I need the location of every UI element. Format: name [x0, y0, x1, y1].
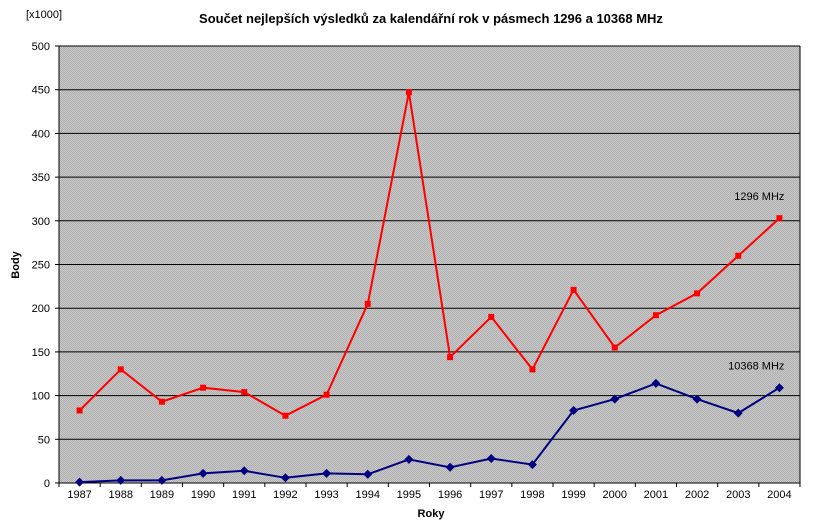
data-point	[652, 312, 659, 319]
data-point	[529, 366, 536, 373]
x-tick-label: 2002	[685, 489, 709, 501]
x-tick-label: 1990	[191, 489, 215, 501]
data-point	[158, 398, 165, 405]
data-point	[651, 378, 661, 388]
x-tick-label: 1993	[314, 489, 338, 501]
data-point	[282, 412, 289, 419]
data-point	[364, 300, 371, 307]
data-point	[75, 477, 85, 487]
y-tick-label: 150	[32, 347, 50, 359]
data-point	[116, 475, 126, 485]
x-tick-label: 1999	[561, 489, 585, 501]
series-label: 1296 MHz	[734, 191, 784, 203]
data-point	[117, 366, 124, 373]
series-label: 10368 MHz	[728, 361, 784, 373]
x-tick-label: 1994	[356, 489, 380, 501]
y-tick-label: 0	[44, 478, 50, 490]
data-point	[611, 344, 618, 351]
data-point	[241, 389, 248, 396]
y-tick-label: 400	[32, 128, 50, 140]
data-point	[404, 454, 414, 464]
data-point	[488, 313, 495, 320]
y-tick-label: 100	[32, 391, 50, 403]
x-tick-label: 1987	[67, 489, 91, 501]
data-point	[280, 473, 290, 483]
series-line	[78, 92, 781, 417]
data-point	[486, 454, 496, 464]
data-point	[200, 384, 207, 391]
data-point	[198, 468, 208, 478]
series-line	[79, 382, 780, 484]
y-axis-title: Body	[10, 250, 22, 278]
x-tick-label: 1995	[397, 489, 421, 501]
data-point	[694, 290, 701, 297]
data-point	[157, 475, 167, 485]
data-point	[776, 215, 783, 222]
series-labels: 1296 MHz 10368 MHz	[728, 191, 784, 373]
data-point	[774, 383, 784, 393]
x-axis-title: Roky	[418, 508, 446, 520]
x-tick-label: 2000	[603, 489, 627, 501]
data-point	[569, 405, 579, 415]
series	[75, 89, 784, 487]
data-point	[445, 462, 455, 472]
x-tick-label: 1989	[150, 489, 174, 501]
data-point	[527, 460, 537, 470]
data-point	[239, 466, 249, 476]
x-tick-label: 1988	[109, 489, 133, 501]
data-point	[76, 407, 83, 414]
y-tick-label: 450	[32, 85, 50, 97]
x-tick-label: 1992	[273, 489, 297, 501]
x-tick-label: 2004	[767, 489, 791, 501]
axes: 0 50 100 150 200 250 300 350 400 450 500 1987 1988 19…	[32, 41, 801, 501]
x-tick-label: 1991	[232, 489, 256, 501]
data-point	[363, 469, 373, 479]
y-tick-label: 350	[32, 172, 50, 184]
data-point	[405, 89, 412, 96]
x-tick-label: 1996	[438, 489, 462, 501]
data-point	[447, 354, 454, 361]
x-tick-label: 2001	[644, 489, 668, 501]
x-tick-label: 1998	[520, 489, 544, 501]
data-point	[322, 468, 332, 478]
series-1	[75, 378, 784, 487]
series-0	[76, 89, 783, 419]
data-point	[692, 394, 702, 404]
y-tick-label: 300	[32, 216, 50, 228]
x-tick-label: 2003	[726, 489, 750, 501]
data-point	[570, 286, 577, 293]
data-point	[610, 394, 620, 404]
y-tick-label: 50	[38, 434, 50, 446]
chart-title: Součet nejlepších výsledků za kalendářní…	[199, 11, 663, 26]
y-unit-label: [x1000]	[26, 9, 62, 21]
x-tick-label: 1997	[479, 489, 503, 501]
data-point	[323, 391, 330, 398]
data-point	[733, 408, 743, 418]
data-point	[735, 252, 742, 259]
y-tick-label: 500	[32, 41, 50, 53]
y-tick-label: 250	[32, 260, 50, 272]
y-tick-label: 200	[32, 303, 50, 315]
